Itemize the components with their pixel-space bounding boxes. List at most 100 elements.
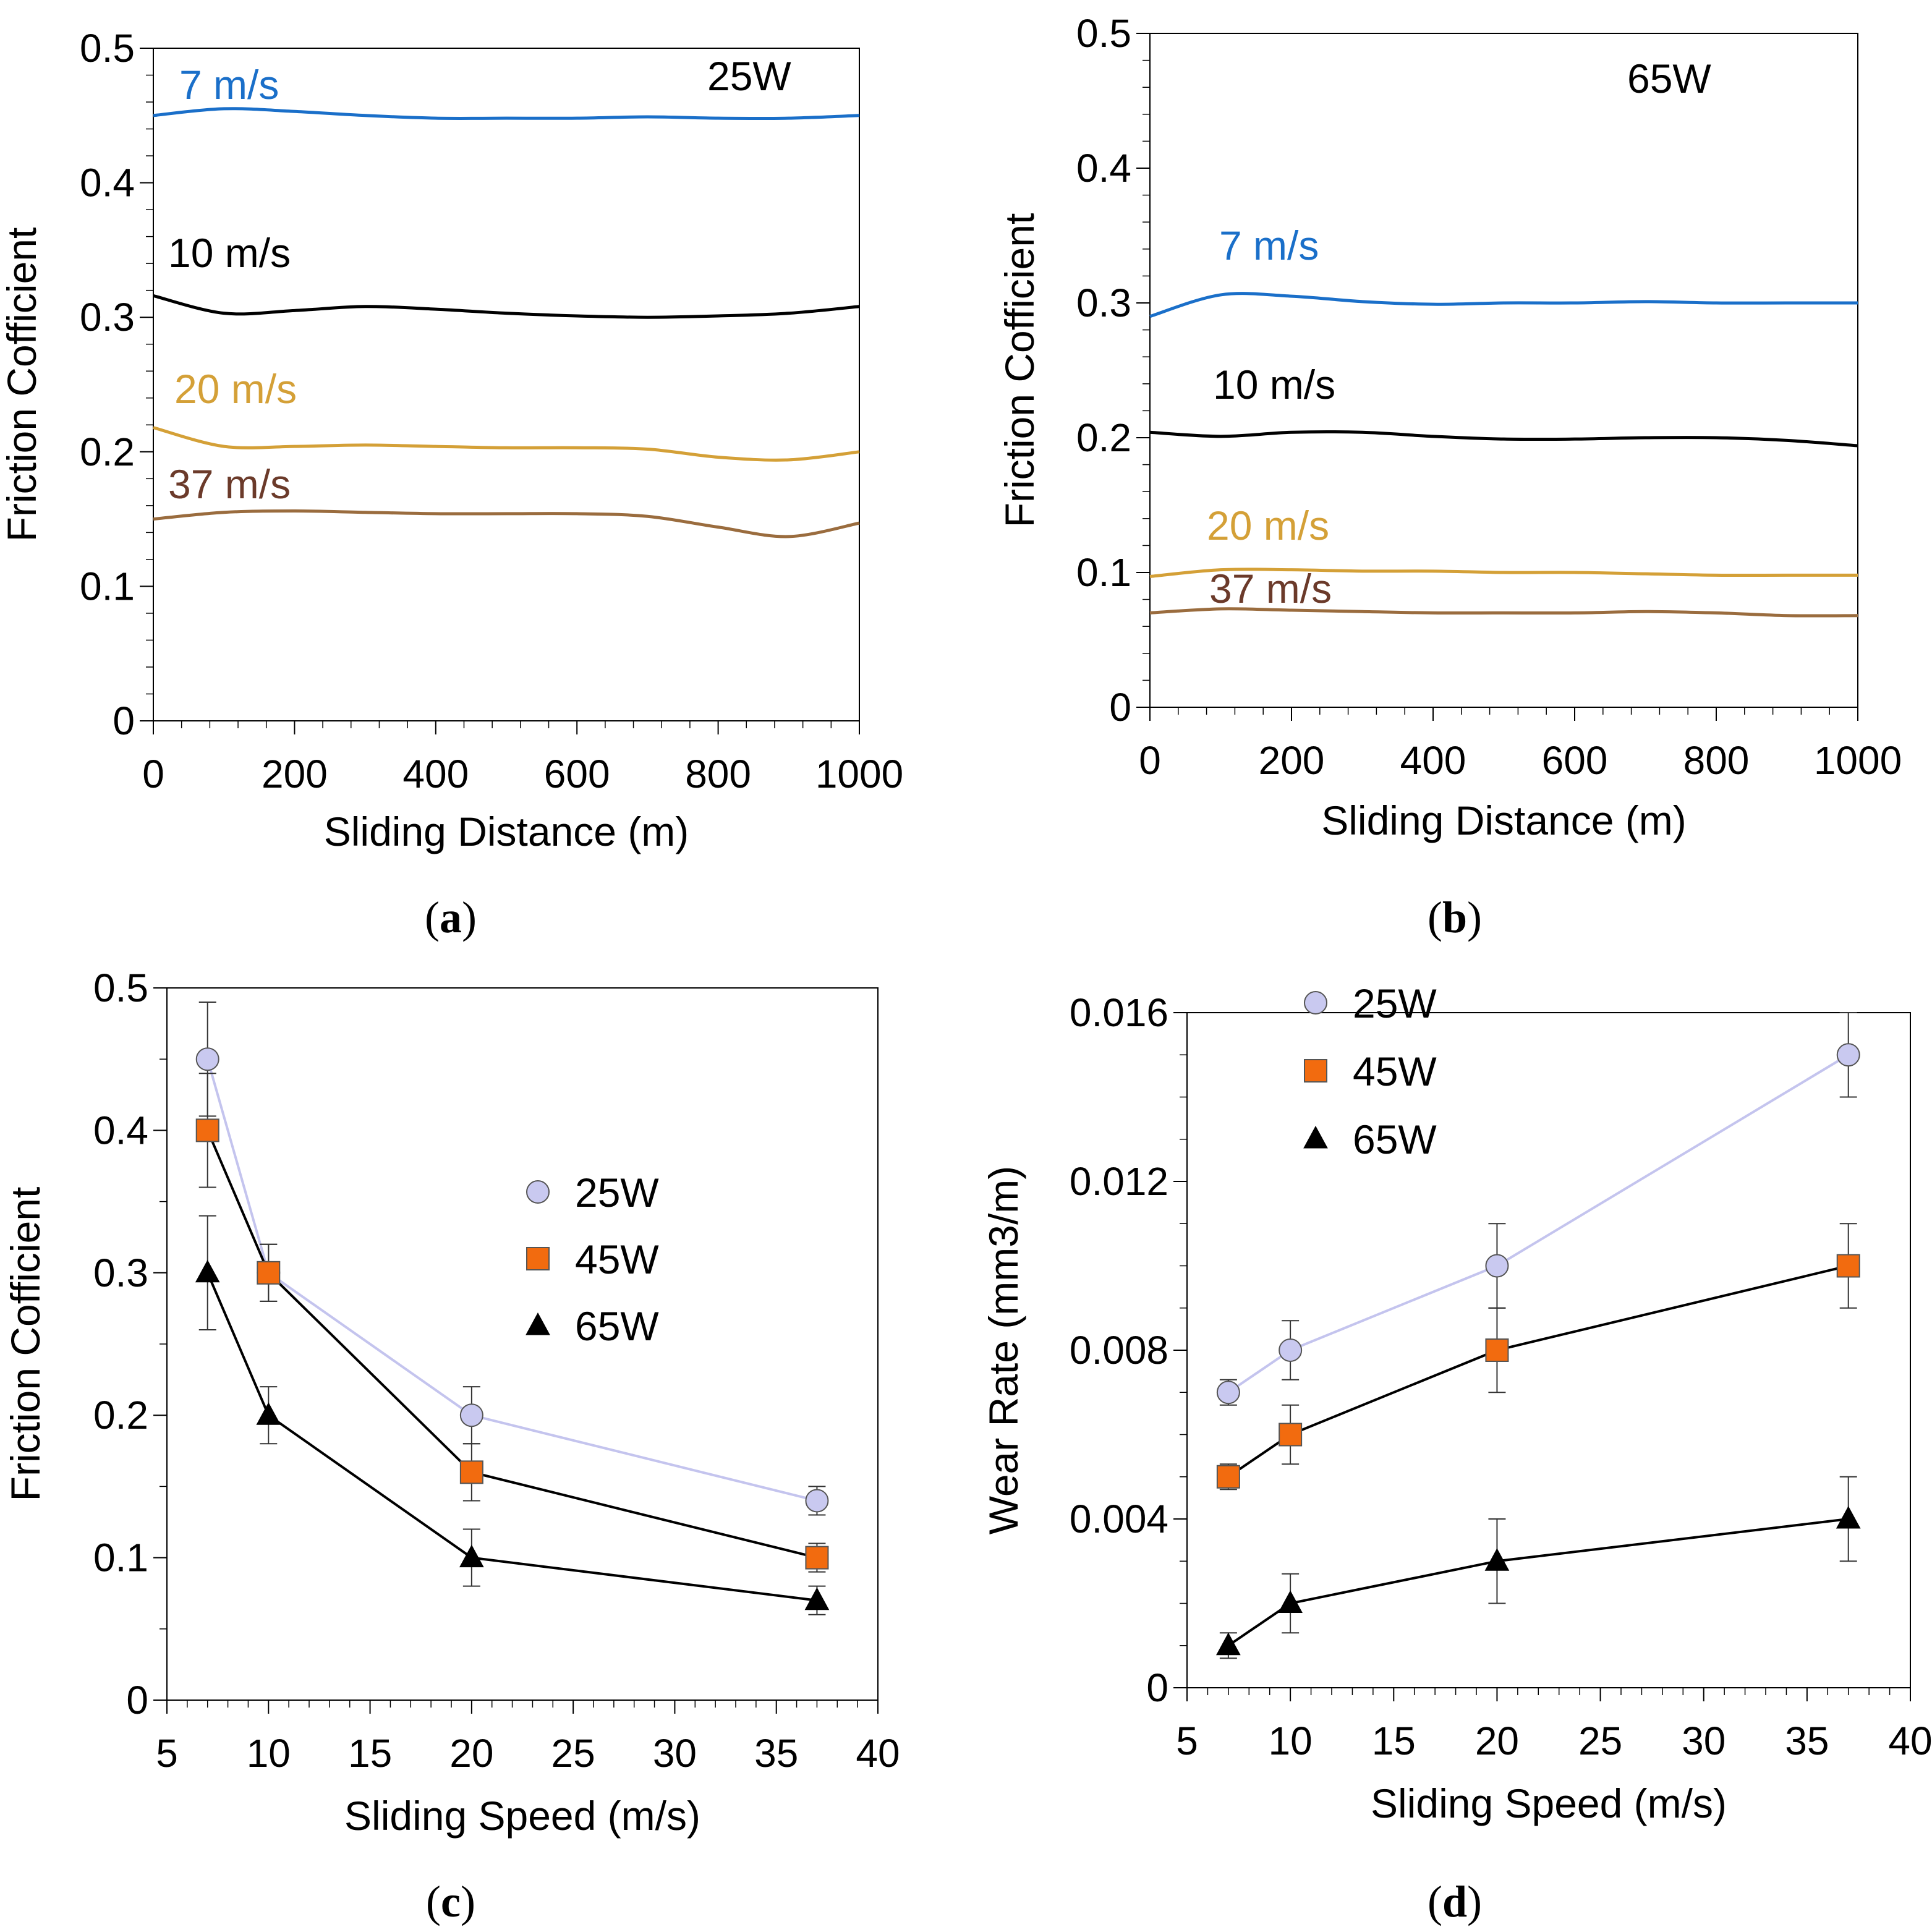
series-line bbox=[1149, 568, 1858, 579]
y-tick-label: 0.2 bbox=[80, 430, 135, 474]
x-tick-label: 35 bbox=[754, 1731, 798, 1776]
y-tick-label: 0.4 bbox=[80, 161, 135, 205]
x-tick-label: 1000 bbox=[815, 752, 903, 796]
panel-caption: (b) bbox=[1428, 893, 1482, 942]
x-tick-label: 5 bbox=[156, 1731, 178, 1776]
series-line bbox=[153, 509, 860, 538]
data-point bbox=[805, 1546, 829, 1570]
x-tick-label: 15 bbox=[348, 1731, 392, 1776]
data-point bbox=[805, 1489, 829, 1513]
data-point bbox=[256, 1402, 281, 1425]
data-point bbox=[1278, 1590, 1303, 1613]
x-tick-label: 30 bbox=[653, 1731, 697, 1776]
x-tick-label: 600 bbox=[1542, 738, 1608, 783]
data-point bbox=[1216, 1380, 1240, 1405]
y-tick-label: 0.3 bbox=[1076, 281, 1131, 325]
series-line bbox=[1149, 430, 1858, 448]
y-tick-label: 0.5 bbox=[80, 26, 135, 70]
data-point bbox=[459, 1544, 484, 1568]
legend-marker bbox=[526, 1180, 550, 1204]
legend-label: 65W bbox=[1353, 1117, 1437, 1162]
x-tick-label: 800 bbox=[1683, 738, 1750, 783]
x-tick-label: 200 bbox=[1259, 738, 1325, 783]
y-tick-label: 0.016 bbox=[1070, 990, 1168, 1035]
x-tick-label: 35 bbox=[1785, 1719, 1829, 1763]
data-point bbox=[459, 1403, 483, 1427]
panel-caption: (a) bbox=[425, 893, 477, 942]
data-point bbox=[257, 1261, 281, 1285]
data-point bbox=[1485, 1254, 1509, 1278]
y-tick-label: 0.4 bbox=[1076, 146, 1131, 190]
data-point bbox=[1279, 1423, 1303, 1447]
legend-marker bbox=[526, 1247, 550, 1270]
data-point bbox=[1836, 1254, 1860, 1278]
legend-label: 25W bbox=[575, 1170, 659, 1215]
x-tick-label: 40 bbox=[856, 1731, 900, 1776]
series-line bbox=[206, 1272, 817, 1602]
series-label: 7 m/s bbox=[1219, 223, 1319, 268]
plot-frame bbox=[153, 48, 860, 721]
series-line bbox=[1227, 1053, 1849, 1393]
x-tick-label: 10 bbox=[247, 1731, 291, 1776]
series-line bbox=[153, 426, 860, 462]
series-label: 20 m/s bbox=[174, 366, 297, 412]
series-line bbox=[1149, 292, 1858, 318]
x-tick-label: 400 bbox=[1400, 738, 1466, 783]
y-tick-label: 0.1 bbox=[80, 564, 135, 608]
legend-label: 25W bbox=[1353, 981, 1437, 1026]
y-axis-label: Friction Cofficient bbox=[997, 213, 1042, 528]
y-tick-label: 0.012 bbox=[1070, 1159, 1168, 1204]
data-point bbox=[1836, 1505, 1861, 1529]
x-tick-label: 40 bbox=[1888, 1719, 1932, 1763]
x-tick-label: 0 bbox=[142, 752, 164, 796]
x-tick-label: 5 bbox=[1176, 1719, 1198, 1763]
data-point bbox=[1484, 1548, 1510, 1571]
y-tick-label: 0.008 bbox=[1070, 1328, 1168, 1372]
data-point bbox=[195, 1259, 220, 1283]
chart-a: 0 200 400 600 800 1000 0 0.1 0.2 0.3 0.4 0.5 Sliding… bbox=[0, 26, 903, 942]
data-point bbox=[195, 1118, 219, 1142]
x-tick-label: 15 bbox=[1372, 1719, 1416, 1763]
series-label: 37 m/s bbox=[1209, 566, 1332, 611]
power-annotation: 25W bbox=[707, 53, 791, 99]
series-line bbox=[153, 294, 860, 319]
series-label: 10 m/s bbox=[1213, 362, 1335, 407]
legend-label: 45W bbox=[1353, 1049, 1437, 1094]
y-tick-label: 0 bbox=[1146, 1665, 1168, 1710]
y-tick-label: 0.4 bbox=[93, 1108, 148, 1152]
x-tick-label: 0 bbox=[1139, 738, 1161, 783]
y-tick-label: 0.1 bbox=[93, 1536, 148, 1580]
chart-b: 0 200 400 600 800 1000 0 0.1 0.2 0.3 0.4 0.5 Sliding… bbox=[997, 11, 1902, 942]
x-axis-label: Sliding Speed (m/s) bbox=[1371, 1780, 1727, 1826]
y-axis-label: Friction Cofficient bbox=[0, 228, 45, 542]
y-tick-label: 0 bbox=[126, 1678, 148, 1722]
x-tick-label: 600 bbox=[544, 752, 610, 796]
legend-label: 45W bbox=[575, 1236, 659, 1282]
y-tick-label: 0.5 bbox=[93, 966, 148, 1010]
plot-frame bbox=[166, 987, 879, 1701]
data-point bbox=[1279, 1338, 1303, 1362]
data-point bbox=[195, 1047, 219, 1071]
x-tick-label: 200 bbox=[262, 752, 328, 796]
series-line bbox=[1149, 607, 1858, 618]
x-axis-label: Sliding Distance (m) bbox=[324, 809, 689, 854]
plot-frame bbox=[1149, 33, 1858, 708]
y-tick-label: 0.004 bbox=[1070, 1497, 1168, 1541]
panel-caption: (d) bbox=[1428, 1877, 1482, 1926]
x-tick-label: 20 bbox=[1475, 1719, 1519, 1763]
series-line bbox=[1227, 1518, 1849, 1647]
data-point bbox=[459, 1460, 483, 1484]
legend-marker bbox=[1304, 991, 1327, 1015]
y-axis-label: Wear Rate (mm3/m) bbox=[981, 1166, 1026, 1535]
series-line bbox=[153, 107, 860, 121]
x-axis-label: Sliding Speed (m/s) bbox=[344, 1793, 700, 1839]
series-line bbox=[206, 1129, 817, 1559]
y-axis-label: Friction Cofficient bbox=[2, 1187, 48, 1502]
data-point bbox=[1836, 1043, 1860, 1067]
x-tick-label: 1000 bbox=[1814, 738, 1902, 783]
y-tick-label: 0.1 bbox=[1076, 550, 1131, 595]
x-tick-label: 25 bbox=[551, 1731, 595, 1776]
legend-marker bbox=[1303, 1125, 1328, 1149]
series-label: 7 m/s bbox=[179, 62, 279, 108]
